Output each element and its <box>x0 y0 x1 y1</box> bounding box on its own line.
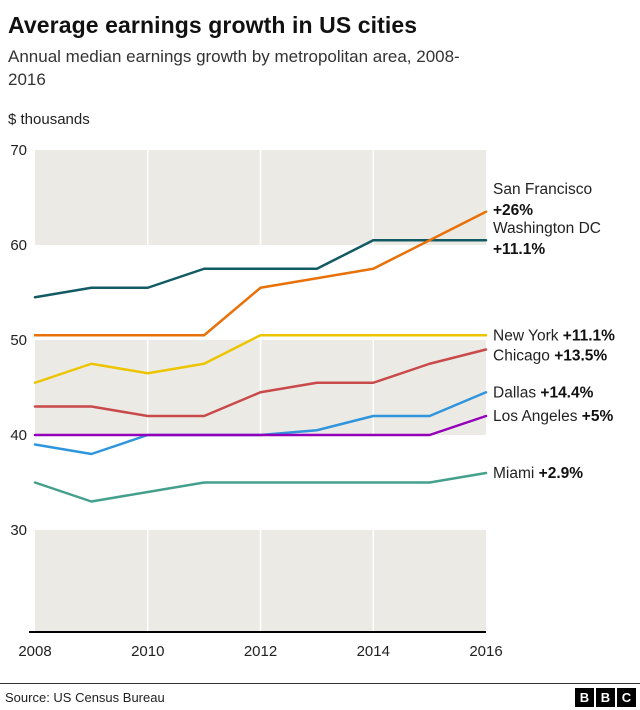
series-label-dallas: Dallas +14.4% <box>493 384 594 401</box>
bbc-logo-block: B <box>575 687 594 707</box>
bbc-logo-block: C <box>617 687 636 707</box>
x-tick-2010: 2010 <box>131 643 164 660</box>
series-label-los-angeles: Los Angeles +5% <box>493 408 613 425</box>
x-tick-2012: 2012 <box>244 643 277 660</box>
x-tick-2008: 2008 <box>18 643 51 660</box>
chart-header: Average earnings growth in US cities Ann… <box>0 0 640 91</box>
y-tick-40: 40 <box>10 427 27 444</box>
y-tick-50: 50 <box>10 332 27 349</box>
series-line-san-francisco <box>33 210 488 337</box>
series-line-washington-dc <box>33 238 488 299</box>
series-line-new-york <box>33 333 488 384</box>
y-tick-30: 30 <box>10 522 27 539</box>
series-pct-san-francisco: +26% <box>493 201 533 218</box>
y-tick-70: 70 <box>10 142 27 159</box>
series-label-san-francisco: San Francisco <box>493 180 592 197</box>
chart-title: Average earnings growth in US cities <box>8 12 418 38</box>
series-line-miami <box>33 471 488 503</box>
y-axis-unit-label: $ thousands <box>8 110 90 128</box>
series-label-chicago: Chicago +13.5% <box>493 347 607 364</box>
source-text: Source: US Census Bureau <box>5 689 165 705</box>
series-label-new-york: New York +11.1% <box>493 327 615 344</box>
x-tick-2016: 2016 <box>469 643 502 660</box>
series-line-chicago <box>33 347 488 417</box>
bbc-logo-block: B <box>596 687 615 707</box>
chart-subtitle: Annual median earnings growth by metropo… <box>8 47 460 89</box>
series-label-miami: Miami +2.9% <box>493 465 583 482</box>
series-line-los-angeles <box>33 414 488 436</box>
earnings-line-chart: 2008 2010 2012 2014 2016 70 60 50 40 30 San Franci… <box>10 142 615 660</box>
series-pct-washington-dc: +11.1% <box>493 240 545 257</box>
y-tick-60: 60 <box>10 237 27 254</box>
series-label-washington-dc: Washington DC <box>493 219 601 236</box>
x-tick-2014: 2014 <box>357 643 390 660</box>
